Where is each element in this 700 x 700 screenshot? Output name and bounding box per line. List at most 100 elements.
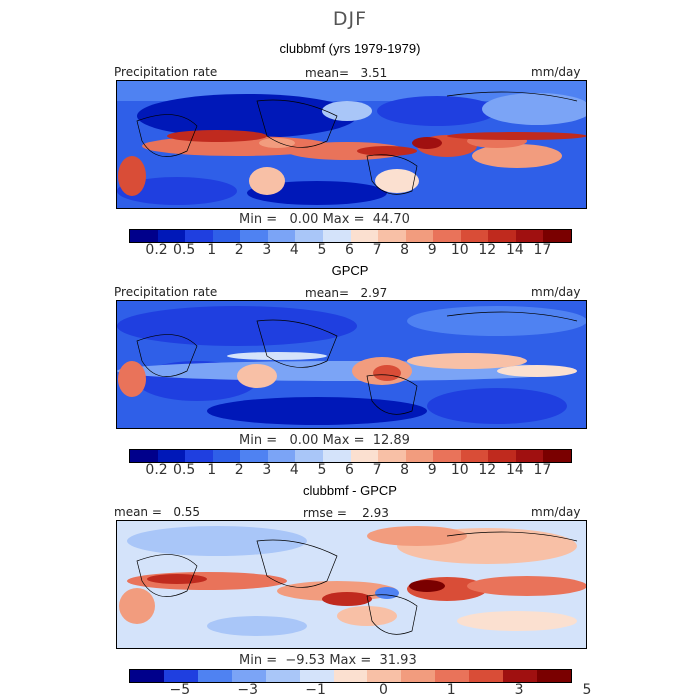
colorbar-swatch	[543, 450, 571, 462]
panel-1-variable-label: Precipitation rate	[114, 65, 218, 79]
colorbar-tick-label: 8	[400, 242, 410, 258]
panel-1-precip-map	[116, 80, 587, 209]
colorbar-swatch	[130, 450, 158, 462]
panel-2-title: GPCP	[331, 263, 369, 278]
colorbar-swatch	[240, 230, 268, 242]
panel-1-minmax: Min = 0.00 Max = 44.70	[239, 212, 410, 227]
colorbar-tick-label: −1	[305, 682, 326, 698]
colorbar-swatch	[265, 670, 300, 682]
colorbar-tick-label: 4	[289, 242, 299, 258]
panel-1-units-label: mm/day	[531, 65, 581, 79]
panel-3-colorbar-ticks: −5 −3 −1 0 1 3 5	[129, 682, 592, 698]
colorbar-swatch	[350, 450, 379, 462]
colorbar-swatch	[405, 230, 434, 242]
colorbar-swatch	[333, 670, 368, 682]
colorbar-tick-label: 0.2	[145, 462, 168, 478]
colorbar-tick-label: 1	[446, 682, 456, 698]
colorbar-swatch	[515, 450, 544, 462]
colorbar-tick-label: 9	[427, 242, 437, 258]
colorbar-swatch	[378, 230, 406, 242]
colorbar-tick-label: 12	[478, 242, 497, 258]
colorbar-tick-label: 10	[450, 462, 469, 478]
colorbar-tick-label: 14	[505, 462, 524, 478]
colorbar-swatch	[469, 670, 504, 682]
panel-2-units-label: mm/day	[531, 285, 581, 299]
colorbar-swatch	[488, 230, 516, 242]
colorbar-tick-label: 7	[372, 462, 382, 478]
colorbar-tick-label: 2	[234, 462, 244, 478]
colorbar-tick-label: 0.5	[172, 242, 196, 258]
panel-2-variable-label: Precipitation rate	[114, 285, 218, 299]
colorbar-swatch	[488, 450, 516, 462]
colorbar-swatch	[295, 450, 323, 462]
colorbar-swatch	[503, 670, 538, 682]
colorbar-tick-label: 10	[450, 242, 469, 258]
colorbar-swatch	[267, 450, 296, 462]
panel-1-colorbar-ticks: 0.2 0.5 1 2 3 4 5 6 7 8 9 10 12 14 17	[129, 242, 570, 258]
colorbar-tick-label: 3	[262, 242, 272, 258]
colorbar-swatch	[130, 230, 158, 242]
colorbar-tick-label: 9	[427, 462, 437, 478]
colorbar-tick-label: 5	[317, 242, 327, 258]
colorbar-swatch	[185, 450, 213, 462]
colorbar-swatch	[367, 670, 402, 682]
colorbar-swatch	[197, 670, 232, 682]
colorbar-tick-label: 17	[533, 462, 552, 478]
colorbar-tick-label: 1	[207, 462, 217, 478]
colorbar-swatch	[231, 670, 266, 682]
panel-2-mean-label: mean= 2.97	[305, 286, 388, 300]
colorbar-tick-label: 6	[345, 462, 354, 478]
colorbar-swatch	[322, 450, 351, 462]
panel-1-title: clubbmf (yrs 1979-1979)	[279, 41, 421, 56]
colorbar-swatch	[405, 450, 434, 462]
colorbar-tick-label: 0	[378, 682, 388, 698]
colorbar-tick-label: 1	[207, 242, 217, 258]
colorbar-swatch	[543, 230, 571, 242]
panel-2-colorbar	[129, 449, 572, 463]
panel-3-rmse-label: rmse = 2.93	[303, 506, 389, 520]
colorbar-swatch	[460, 450, 489, 462]
colorbar-tick-label: 14	[505, 242, 524, 258]
colorbar-swatch	[299, 670, 334, 682]
colorbar-swatch	[322, 230, 351, 242]
colorbar-swatch	[435, 670, 470, 682]
colorbar-tick-label: −5	[169, 682, 191, 698]
colorbar-swatch	[433, 230, 461, 242]
panel-2-colorbar-ticks: 0.2 0.5 1 2 3 4 5 6 7 8 9 10 12 14 17	[129, 462, 570, 478]
colorbar-swatch	[163, 670, 198, 682]
panel-3-title: clubbmf - GPCP	[303, 483, 397, 498]
colorbar-swatch	[212, 450, 241, 462]
season-title: DJF	[332, 8, 368, 30]
colorbar-tick-label: 3	[262, 462, 272, 478]
colorbar-swatch	[295, 230, 323, 242]
colorbar-tick-label: 6	[345, 242, 354, 258]
panel-3-minmax: Min = −9.53 Max = 31.93	[239, 653, 417, 668]
panel-3-units-label: mm/day	[531, 505, 581, 519]
colorbar-swatch	[185, 230, 213, 242]
colorbar-swatch	[130, 670, 164, 682]
colorbar-tick-label: 0.5	[172, 462, 196, 478]
colorbar-swatch	[537, 670, 571, 682]
colorbar-tick-label: 2	[234, 242, 244, 258]
colorbar-tick-label: 3	[514, 682, 524, 698]
colorbar-tick-label: 5	[317, 462, 327, 478]
colorbar-swatch	[157, 230, 186, 242]
panel-3-difference-map	[116, 520, 587, 649]
colorbar-tick-label: 0.2	[145, 242, 168, 258]
colorbar-swatch	[240, 450, 268, 462]
panel-3-mean-label: mean = 0.55	[114, 505, 201, 519]
panel-2-minmax: Min = 0.00 Max = 12.89	[239, 433, 410, 448]
panel-1-colorbar	[129, 229, 572, 243]
colorbar-swatch	[378, 450, 406, 462]
colorbar-swatch	[460, 230, 489, 242]
colorbar-swatch	[401, 670, 436, 682]
colorbar-tick-label: 5	[582, 682, 592, 698]
colorbar-swatch	[267, 230, 296, 242]
colorbar-swatch	[157, 450, 186, 462]
colorbar-swatch	[515, 230, 544, 242]
panel-3-colorbar	[129, 669, 572, 683]
colorbar-tick-label: 4	[289, 462, 299, 478]
colorbar-tick-label: 7	[372, 242, 382, 258]
colorbar-swatch	[350, 230, 379, 242]
colorbar-tick-label: 12	[478, 462, 497, 478]
